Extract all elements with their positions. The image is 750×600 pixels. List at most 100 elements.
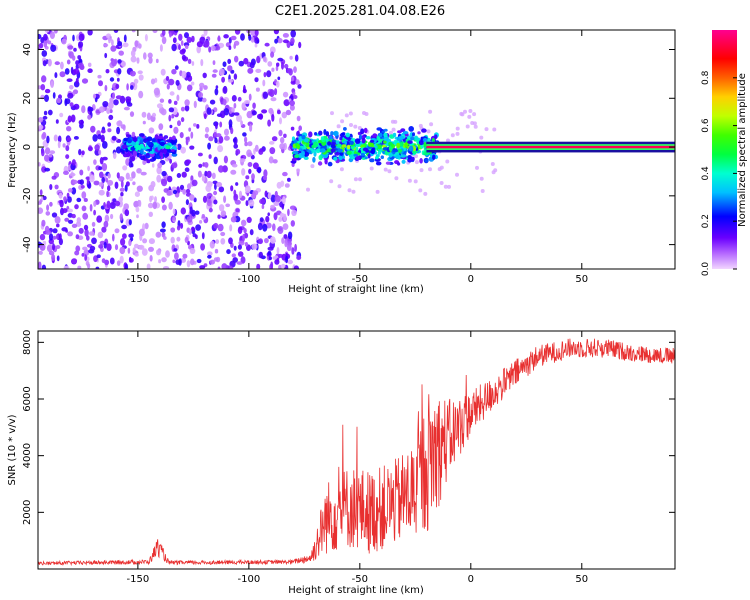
spectrogram-cell	[293, 66, 297, 73]
spectrogram-cell	[64, 98, 68, 107]
spectrogram-cell	[197, 96, 204, 102]
spectrogram-cell	[479, 135, 484, 140]
spectrogram-cell	[96, 254, 101, 258]
spectrogram-cell	[51, 254, 56, 261]
spectrogram-cell	[185, 71, 191, 78]
spectrogram-cell	[358, 134, 363, 140]
spectrogram-cell	[98, 80, 103, 87]
spectrogram-cell	[280, 137, 285, 144]
spectrogram-cell	[296, 168, 301, 173]
spectrogram-cell	[78, 148, 82, 156]
spectrogram-cell	[156, 166, 162, 175]
spectrogram-cell	[218, 135, 224, 144]
spectrogram-cell	[387, 169, 392, 174]
spectrogram-cell	[262, 175, 268, 181]
spectrogram-cell	[78, 33, 85, 42]
spectrogram-cell	[349, 123, 353, 127]
spectrogram-cell	[63, 196, 67, 202]
spectrogram-cell	[284, 63, 289, 69]
spectrogram-cell	[57, 141, 61, 149]
spectrogram-cell	[122, 233, 127, 239]
spectrogram-cell	[53, 30, 58, 34]
spectrogram-cell	[56, 223, 60, 228]
spectrogram-cell	[262, 56, 267, 62]
spectrogram-cell	[191, 226, 195, 232]
spectrogram-cell	[241, 168, 246, 176]
spectrogram-cell	[196, 41, 203, 48]
spectrogram-cell	[178, 33, 183, 41]
spectrogram-cell	[166, 83, 170, 90]
spectrogram-cell	[279, 117, 282, 125]
spectrogram-cell	[141, 111, 147, 118]
spectrogram-cell	[402, 131, 409, 135]
y-tick-label: 2000	[22, 500, 33, 525]
spectrogram-cell	[44, 30, 50, 33]
spectrogram-cell	[216, 181, 223, 188]
spectrogram-cell	[71, 213, 76, 219]
spectrogram-cell	[39, 199, 42, 205]
spectrogram-cell	[81, 78, 89, 84]
spectrogram-cell	[330, 148, 336, 153]
spectrogram-cell	[140, 148, 144, 155]
spectrogram-cell	[327, 161, 333, 167]
spectrogram-cell	[341, 144, 347, 148]
spectrogram-cell	[228, 119, 233, 128]
spectrogram-cell	[315, 148, 321, 154]
spectrogram-cell	[152, 30, 158, 34]
spectrogram-cell	[54, 216, 61, 224]
spectrogram-cell	[375, 161, 382, 166]
spectrogram-cell	[428, 167, 432, 172]
spectrogram-cell	[168, 99, 172, 104]
spectrogram-cell	[319, 148, 326, 153]
spectrogram-cell	[114, 244, 119, 251]
spectrogram-cell	[146, 159, 151, 164]
spectrogram-cell	[104, 52, 108, 59]
spectrogram-cell	[233, 112, 240, 116]
spectrogram-cell	[189, 247, 196, 255]
spectrogram-cell	[318, 130, 323, 136]
spectrogram-cell	[138, 90, 144, 99]
spectrogram-cell	[83, 249, 90, 256]
spectrogram-cell	[134, 243, 139, 249]
spectrogram-cell	[71, 187, 77, 195]
spectrogram-cell	[413, 135, 419, 141]
spectrogram-cell	[206, 198, 212, 207]
spectrogram-cell	[196, 124, 200, 129]
spectrogram-cell	[237, 226, 243, 234]
spectrogram-cell	[234, 30, 241, 35]
spectrogram-cell	[303, 138, 309, 143]
spectrogram-cell	[38, 162, 41, 167]
spectrogram-cell	[46, 204, 50, 211]
spectrogram-cell	[232, 138, 237, 143]
spectrogram-cell	[81, 191, 87, 199]
spectrogram-cell	[271, 114, 275, 122]
spectrogram-cell	[243, 57, 249, 65]
spectrogram-cell	[69, 172, 76, 177]
spectrogram-cell	[77, 265, 82, 269]
spectrogram-cell	[320, 144, 327, 150]
spectrogram-cell	[228, 45, 232, 50]
spectrogram-cell	[165, 139, 172, 143]
spectrogram-cell	[245, 200, 249, 207]
y-tick-label: -40	[22, 236, 33, 252]
spectrogram-cell	[79, 179, 85, 186]
spectrogram-cell	[158, 123, 164, 131]
spectrogram-cell	[91, 237, 97, 245]
spectrogram-cell	[72, 179, 78, 185]
spectrogram-cell	[287, 259, 294, 265]
spectrogram-cell	[419, 158, 423, 164]
spectrogram-cell	[389, 130, 393, 135]
spectrogram-cell	[226, 249, 231, 255]
spectrogram-cell	[185, 159, 192, 164]
spectrogram-axes: -150 -100 -50 0 50 -40 -20 0 20 40	[22, 30, 675, 285]
spectrogram-cell	[38, 207, 44, 214]
spectrogram-cell	[134, 144, 140, 149]
spectrogram-cell	[259, 198, 266, 204]
spectrogram-cell	[118, 50, 124, 56]
spectrogram-cell	[174, 65, 179, 70]
spectrogram-cell	[67, 208, 73, 213]
spectrogram-cell	[270, 261, 274, 269]
spectrogram-cell	[179, 184, 185, 190]
spectrogram-cell	[278, 216, 283, 222]
spectrogram-cell	[423, 141, 427, 148]
